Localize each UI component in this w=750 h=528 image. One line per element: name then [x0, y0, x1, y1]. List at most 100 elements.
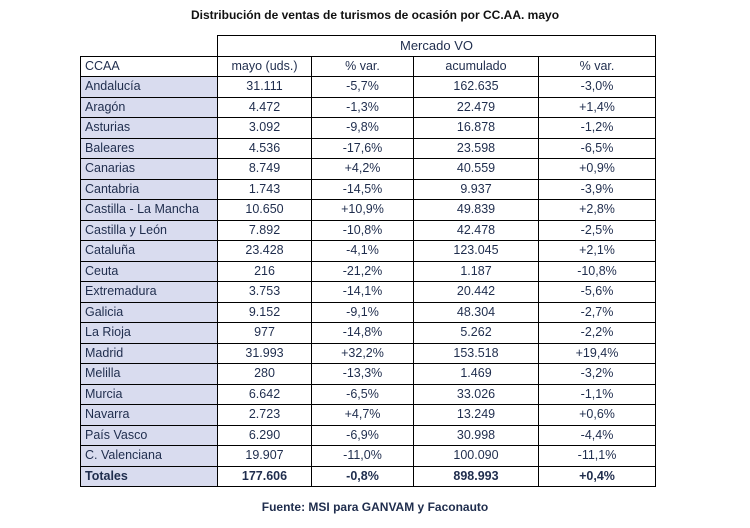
month-var-cell: -4,1% [311, 240, 414, 262]
group-header-row: Mercado VO [80, 35, 656, 57]
cumulative-var-cell: -2,2% [538, 322, 656, 344]
month-var-cell: +32,2% [311, 342, 414, 364]
cumulative-var-cell: -1,2% [538, 117, 656, 139]
cumulative-var-cell: +2,8% [538, 199, 656, 221]
month-var-cell: -14,5% [311, 178, 414, 200]
month-var-cell: -11,0% [311, 445, 414, 467]
cumulative-units-cell: 42.478 [413, 219, 539, 241]
cumulative-units-cell: 22.479 [413, 96, 539, 118]
month-units-cell: 4.536 [217, 137, 312, 159]
month-var-cell: -6,5% [311, 383, 414, 405]
month-var-cell: +4,2% [311, 158, 414, 180]
region-name-cell: Madrid [80, 342, 218, 364]
table-row: Extremadura 3.753 -14,1% 20.442 -5,6% [80, 281, 656, 303]
cumulative-units-cell: 123.045 [413, 240, 539, 262]
month-units-cell: 23.428 [217, 240, 312, 262]
month-var-cell: -6,9% [311, 424, 414, 446]
cumulative-var-cell: -3,0% [538, 76, 656, 98]
table-row: Murcia 6.642 -6,5% 33.026 -1,1% [80, 383, 656, 405]
month-units-cell: 6.642 [217, 383, 312, 405]
cumulative-var-cell: -1,1% [538, 383, 656, 405]
cumulative-units-cell: 100.090 [413, 445, 539, 467]
cumulative-units-cell: 33.026 [413, 383, 539, 405]
column-header-month-var: % var. [311, 55, 414, 77]
region-name-cell: Cantabria [80, 178, 218, 200]
cumulative-var-cell: -2,7% [538, 301, 656, 323]
region-name-cell: Baleares [80, 137, 218, 159]
table-row: Castilla y León 7.892 -10,8% 42.478 -2,5% [80, 219, 656, 241]
totals-month-units-cell: 177.606 [217, 465, 312, 487]
region-name-cell: Cataluña [80, 240, 218, 262]
month-units-cell: 3.092 [217, 117, 312, 139]
table-row: Baleares 4.536 -17,6% 23.598 -6,5% [80, 137, 656, 159]
table-row: Canarias 8.749 +4,2% 40.559 +0,9% [80, 158, 656, 180]
month-units-cell: 7.892 [217, 219, 312, 241]
cumulative-var-cell: -4,4% [538, 424, 656, 446]
region-name-cell: Ceuta [80, 260, 218, 282]
cumulative-var-cell: -5,6% [538, 281, 656, 303]
cumulative-var-cell: -2,5% [538, 219, 656, 241]
cumulative-var-cell: -3,9% [538, 178, 656, 200]
table-title: Distribución de ventas de turismos de oc… [190, 8, 560, 22]
region-name-cell: Castilla - La Mancha [80, 199, 218, 221]
cumulative-var-cell: +19,4% [538, 342, 656, 364]
table-row: Galicia 9.152 -9,1% 48.304 -2,7% [80, 301, 656, 323]
table-row: Ceuta 216 -21,2% 1.187 -10,8% [80, 260, 656, 282]
table-row: Castilla - La Mancha 10.650 +10,9% 49.839 +2… [80, 199, 656, 221]
month-var-cell: +10,9% [311, 199, 414, 221]
cumulative-var-cell: +0,6% [538, 404, 656, 426]
month-units-cell: 6.290 [217, 424, 312, 446]
region-name-cell: Galicia [80, 301, 218, 323]
month-units-cell: 280 [217, 363, 312, 385]
cumulative-units-cell: 5.262 [413, 322, 539, 344]
month-units-cell: 216 [217, 260, 312, 282]
region-name-cell: Castilla y León [80, 219, 218, 241]
table-row: Melilla 280 -13,3% 1.469 -3,2% [80, 363, 656, 385]
totals-cumulative-units-cell: 898.993 [413, 465, 539, 487]
totals-month-var-cell: -0,8% [311, 465, 414, 487]
cumulative-units-cell: 40.559 [413, 158, 539, 180]
month-var-cell: -21,2% [311, 260, 414, 282]
cumulative-units-cell: 30.998 [413, 424, 539, 446]
cumulative-var-cell: -6,5% [538, 137, 656, 159]
month-units-cell: 3.753 [217, 281, 312, 303]
table-row: C. Valenciana 19.907 -11,0% 100.090 -11,1% [80, 445, 656, 467]
region-name-cell: Canarias [80, 158, 218, 180]
month-var-cell: -5,7% [311, 76, 414, 98]
table-row: Navarra 2.723 +4,7% 13.249 +0,6% [80, 404, 656, 426]
table-row: Aragón 4.472 -1,3% 22.479 +1,4% [80, 96, 656, 118]
month-var-cell: -1,3% [311, 96, 414, 118]
month-var-cell: -14,8% [311, 322, 414, 344]
group-header-mercado-vo: Mercado VO [217, 35, 656, 57]
column-header-cumulative-var: % var. [538, 55, 656, 77]
cumulative-var-cell: +0,9% [538, 158, 656, 180]
table-row: Madrid 31.993 +32,2% 153.518 +19,4% [80, 342, 656, 364]
sales-table: Mercado VO CCAA mayo (uds.) % var. acumu… [80, 35, 656, 487]
month-units-cell: 31.993 [217, 342, 312, 364]
month-units-cell: 977 [217, 322, 312, 344]
totals-row: Totales 177.606 -0,8% 898.993 +0,4% [80, 465, 656, 487]
month-units-cell: 1.743 [217, 178, 312, 200]
table-row: Cataluña 23.428 -4,1% 123.045 +2,1% [80, 240, 656, 262]
cumulative-units-cell: 48.304 [413, 301, 539, 323]
cumulative-units-cell: 23.598 [413, 137, 539, 159]
month-var-cell: -14,1% [311, 281, 414, 303]
source-note: Fuente: MSI para GANVAM y Faconauto [261, 500, 489, 514]
month-units-cell: 31.111 [217, 76, 312, 98]
table-row: Asturias 3.092 -9,8% 16.878 -1,2% [80, 117, 656, 139]
column-header-row: CCAA mayo (uds.) % var. acumulado % var. [80, 55, 656, 77]
month-var-cell: -9,1% [311, 301, 414, 323]
totals-cumulative-var-cell: +0,4% [538, 465, 656, 487]
month-var-cell: -9,8% [311, 117, 414, 139]
table-row: País Vasco 6.290 -6,9% 30.998 -4,4% [80, 424, 656, 446]
month-var-cell: -13,3% [311, 363, 414, 385]
month-units-cell: 2.723 [217, 404, 312, 426]
month-var-cell: -17,6% [311, 137, 414, 159]
cumulative-var-cell: -10,8% [538, 260, 656, 282]
region-name-cell: Melilla [80, 363, 218, 385]
cumulative-var-cell: +1,4% [538, 96, 656, 118]
cumulative-units-cell: 1.187 [413, 260, 539, 282]
cumulative-units-cell: 49.839 [413, 199, 539, 221]
region-name-cell: Extremadura [80, 281, 218, 303]
cumulative-units-cell: 153.518 [413, 342, 539, 364]
